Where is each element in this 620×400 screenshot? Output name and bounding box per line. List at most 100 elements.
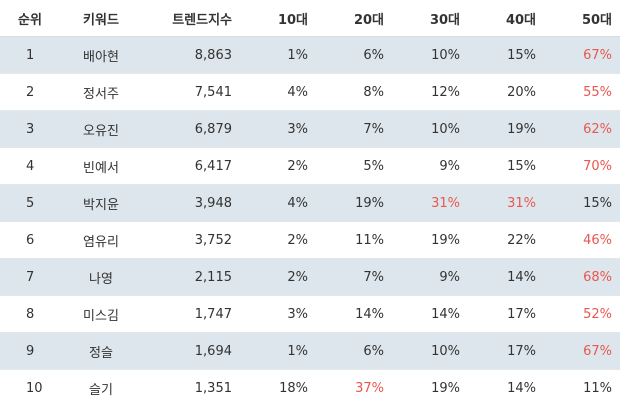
age-20s-cell: 6% [316,36,392,74]
table-row: 3 오유진 6,879 3% 7% 10% 19% 62% [0,110,620,148]
header-age-20s: 20대 [316,0,392,37]
table-row: 7 나영 2,115 2% 7% 9% 14% 68% [0,258,620,296]
age-30s-cell: 12% [392,73,468,111]
header-age-50s: 50대 [544,0,620,37]
age-10s-cell: 2% [240,258,316,296]
rank-cell: 9 [0,332,62,370]
keyword-cell: 정서주 [62,73,140,111]
age-20s-cell: 5% [316,147,392,185]
age-20s-cell: 7% [316,110,392,148]
age-10s-cell: 1% [240,36,316,74]
keyword-cell: 빈예서 [62,147,140,185]
age-10s-cell: 4% [240,184,316,222]
keyword-cell: 박지윤 [62,184,140,222]
rank-cell: 8 [0,295,62,333]
age-50s-cell: 15% [544,184,620,222]
age-50s-cell: 46% [544,221,620,259]
table-row: 9 정슬 1,694 1% 6% 10% 17% 67% [0,332,620,370]
table-row: 10 슬기 1,351 18% 37% 19% 14% 11% [0,370,620,400]
age-10s-cell: 2% [240,147,316,185]
age-40s-cell: 15% [468,147,544,185]
age-40s-cell: 14% [507,380,536,396]
age-40s-cell: 20% [468,73,544,111]
rank-cell: 4 [0,147,62,185]
age-20s-cell: 8% [316,73,392,111]
age-20s-cell: 19% [316,184,392,222]
age-20s-cell: 7% [316,258,392,296]
rank-cell: 5 [0,184,62,222]
header-trend-index: 트렌드지수 [140,0,240,37]
header-age-30s: 30대 [392,0,468,37]
age-30s-cell: 19% [431,380,460,396]
age-30s-cell: 14% [392,295,468,333]
age-50s-cell: 52% [544,295,620,333]
trend-index-cell: 3,948 [140,184,240,222]
age-30s-cell: 10% [392,110,468,148]
rank-cell: 7 [0,258,62,296]
keyword-cell: 배아현 [62,36,140,74]
table-body: 1 배아현 8,863 1% 6% 10% 15% 67% 2 정서주 7,541 4% 8% 12% 20… [0,36,620,400]
keyword-cell: 미스김 [62,295,140,333]
age-40s-cell: 19% [468,110,544,148]
trend-index-cell: 7,541 [140,73,240,111]
age-20s-cell: 37% [355,380,384,396]
age-10s-cell: 1% [240,332,316,370]
age-10s-cell: 4% [240,73,316,111]
age-40s-cell: 22% [468,221,544,259]
age-50s-cell: 68% [544,258,620,296]
trend-index-cell: 8,863 [140,36,240,74]
keyword-cell: 염유리 [62,221,140,259]
trend-index-cell: 1,747 [140,295,240,333]
keyword-cell: 슬기 [89,382,113,398]
age-30s-cell: 31% [392,184,468,222]
age-20s-cell: 6% [316,332,392,370]
age-40s-cell: 15% [468,36,544,74]
age-40s-cell: 31% [468,184,544,222]
age-50s-cell: 55% [544,73,620,111]
trend-index-cell: 1,351 [194,380,232,396]
age-40s-cell: 17% [468,332,544,370]
age-50s-cell: 70% [544,147,620,185]
trend-index-cell: 6,879 [140,110,240,148]
age-20s-cell: 11% [316,221,392,259]
age-30s-cell: 10% [392,332,468,370]
age-50s-cell: 62% [544,110,620,148]
header-age-40s: 40대 [468,0,544,37]
table-row: 4 빈예서 6,417 2% 5% 9% 15% 70% [0,147,620,185]
table-row: 8 미스김 1,747 3% 14% 14% 17% 52% [0,295,620,333]
table-header-row: 순위 키워드 트렌드지수 10대 20대 30대 40대 50대 [0,0,620,37]
trend-index-cell: 1,694 [140,332,240,370]
rank-cell: 2 [0,73,62,111]
rank-cell: 10 [26,380,43,396]
age-40s-cell: 17% [468,295,544,333]
rank-cell: 1 [0,36,62,74]
trend-index-cell: 3,752 [140,221,240,259]
table-row: 1 배아현 8,863 1% 6% 10% 15% 67% [0,36,620,74]
age-30s-cell: 9% [392,258,468,296]
table-row: 5 박지윤 3,948 4% 19% 31% 31% 15% [0,184,620,222]
age-20s-cell: 14% [316,295,392,333]
age-50s-cell: 11% [583,380,612,396]
age-10s-cell: 18% [279,380,308,396]
keyword-cell: 나영 [62,258,140,296]
keyword-cell: 정슬 [62,332,140,370]
rank-cell: 6 [0,221,62,259]
age-40s-cell: 14% [468,258,544,296]
age-30s-cell: 19% [392,221,468,259]
age-30s-cell: 9% [392,147,468,185]
age-50s-cell: 67% [544,332,620,370]
header-rank: 순위 [0,0,62,37]
header-keyword: 키워드 [62,0,140,37]
header-age-10s: 10대 [240,0,316,37]
rank-cell: 3 [0,110,62,148]
age-50s-cell: 67% [544,36,620,74]
table-row: 2 정서주 7,541 4% 8% 12% 20% 55% [0,73,620,111]
age-10s-cell: 3% [240,295,316,333]
age-30s-cell: 10% [392,36,468,74]
age-10s-cell: 3% [240,110,316,148]
table-row: 6 염유리 3,752 2% 11% 19% 22% 46% [0,221,620,259]
keyword-cell: 오유진 [62,110,140,148]
age-10s-cell: 2% [240,221,316,259]
trend-index-cell: 2,115 [140,258,240,296]
